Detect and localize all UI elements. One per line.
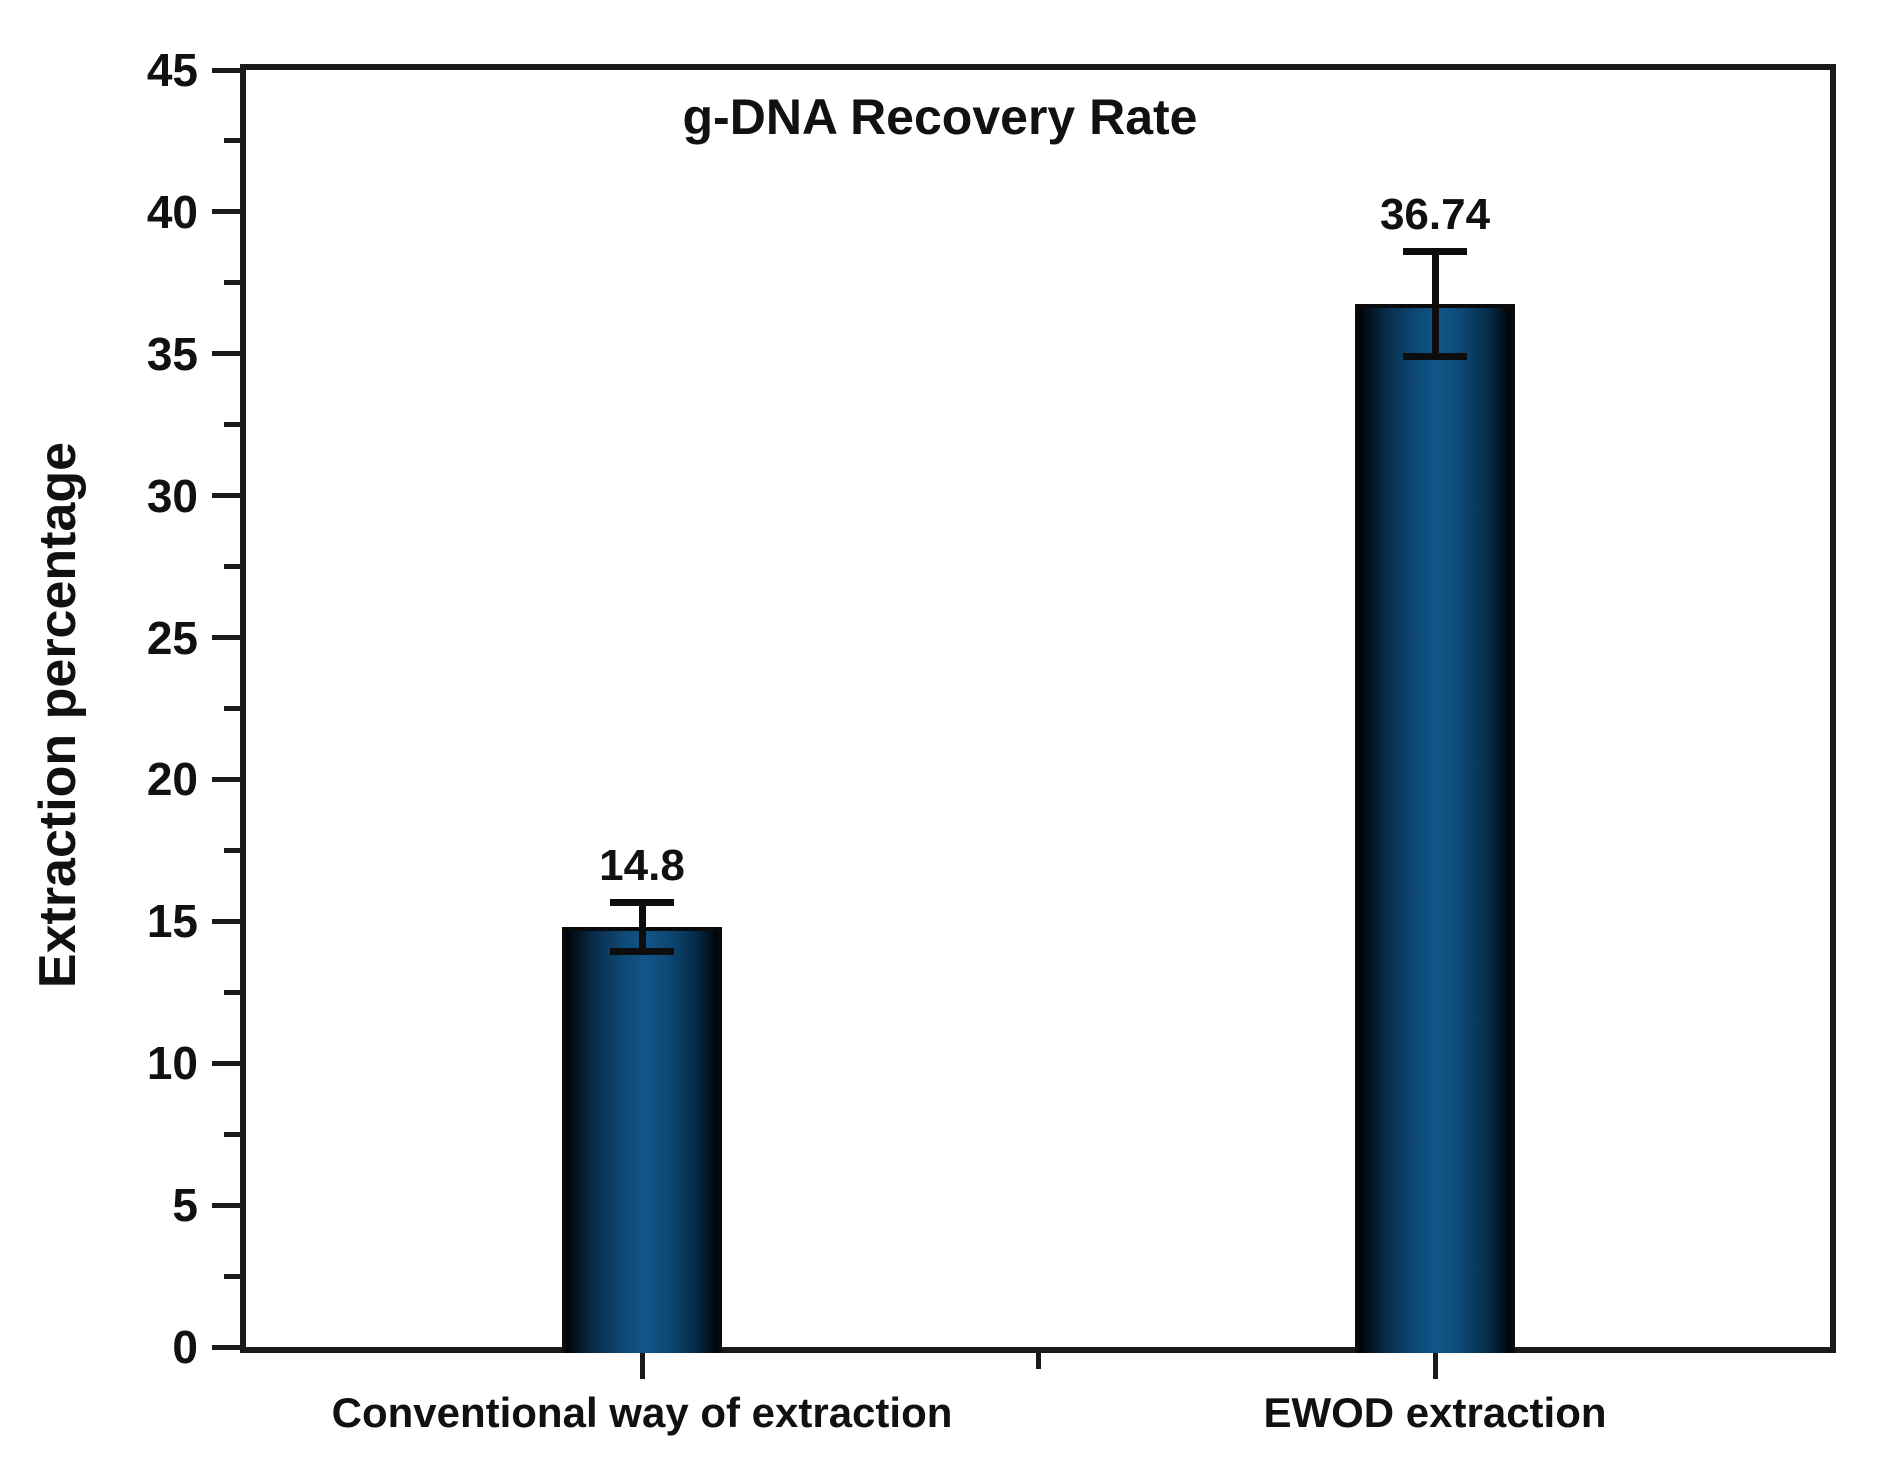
plot-frame: [240, 64, 1836, 1353]
error-bar-stem: [638, 902, 646, 952]
bar-value-label: 14.8: [599, 840, 685, 890]
category-label: Conventional way of extraction: [331, 1389, 953, 1436]
y-tick-label: 20: [146, 753, 198, 806]
y-major-tick: [212, 67, 240, 73]
x-major-tick: [1432, 1353, 1438, 1379]
y-tick-label: 10: [146, 1037, 198, 1090]
y-minor-tick: [224, 564, 240, 570]
y-major-tick: [212, 493, 240, 499]
y-minor-tick: [224, 1131, 240, 1137]
y-major-tick: [212, 776, 240, 782]
bar-value-label: 36.74: [1379, 189, 1491, 239]
error-bar-cap-top: [1403, 248, 1467, 256]
y-tick-label: 15: [146, 895, 198, 948]
y-tick-label: 25: [146, 611, 198, 664]
y-tick-label: 35: [146, 327, 198, 380]
y-major-tick: [212, 1060, 240, 1066]
y-tick-label: 0: [172, 1321, 198, 1373]
y-tick-label: 30: [146, 469, 198, 522]
y-tick-label: 5: [172, 1179, 198, 1232]
error-bar-cap-top: [610, 899, 674, 907]
y-major-tick: [212, 209, 240, 215]
y-minor-tick: [224, 138, 240, 144]
x-major-tick: [639, 1353, 645, 1379]
bar: [562, 927, 722, 1353]
y-minor-tick: [224, 847, 240, 853]
error-bar-stem: [1431, 251, 1439, 357]
y-minor-tick: [224, 706, 240, 711]
y-minor-tick: [224, 989, 240, 995]
y-tick-label: 40: [146, 185, 198, 238]
y-major-tick: [212, 1202, 240, 1208]
y-major-tick: [212, 351, 240, 357]
error-bar-cap-bottom: [1403, 353, 1467, 361]
category-label: EWOD extraction: [1263, 1389, 1607, 1436]
y-major-tick: [212, 635, 240, 641]
y-minor-tick: [224, 422, 240, 428]
chart-title: g-DNA Recovery Rate: [682, 89, 1198, 145]
error-bar-cap-bottom: [610, 947, 674, 955]
bar: [1355, 304, 1515, 1353]
y-minor-tick: [224, 1273, 240, 1279]
y-major-tick: [212, 1344, 240, 1350]
y-tick-label: 45: [146, 44, 198, 96]
y-major-tick: [212, 918, 240, 924]
y-minor-tick: [224, 280, 240, 286]
x-minor-tick: [1036, 1353, 1041, 1369]
